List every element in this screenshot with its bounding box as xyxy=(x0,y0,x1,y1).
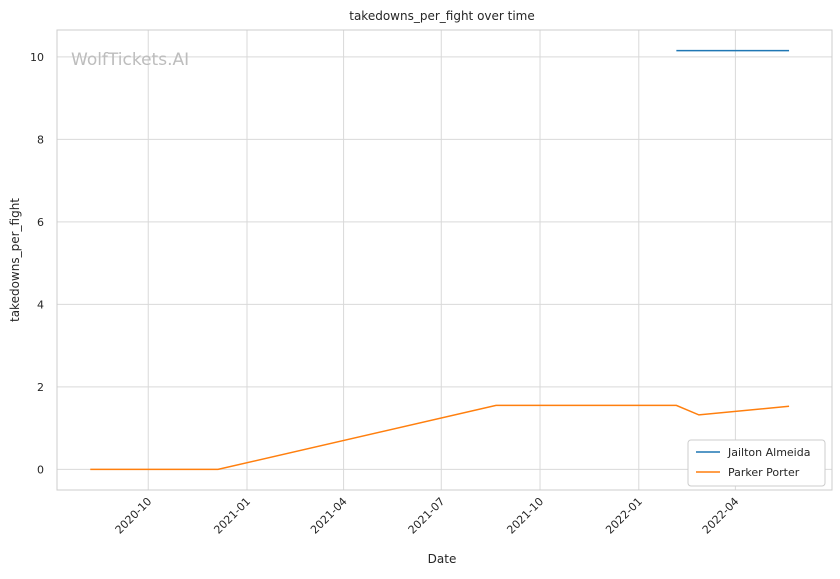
grid-layer xyxy=(57,30,832,490)
y-tick-label: 4 xyxy=(37,298,44,311)
legend-label-jailton-almeida: Jailton Almeida xyxy=(727,446,810,459)
legend-label-parker-porter: Parker Porter xyxy=(728,466,800,479)
y-tick-label: 8 xyxy=(37,133,44,146)
y-tick-label: 6 xyxy=(37,216,44,229)
watermark-text: WolfTickets.AI xyxy=(71,50,189,70)
x-axis-title: Date xyxy=(428,552,457,566)
series-layer xyxy=(90,49,790,471)
legend-box xyxy=(687,439,826,487)
y-tick-label: 2 xyxy=(37,381,44,394)
plot-frame xyxy=(56,29,833,491)
y-tick-label: 0 xyxy=(37,463,44,476)
y-axis-title: takedowns_per_fight xyxy=(8,198,22,322)
y-tick-label: 10 xyxy=(30,51,44,64)
series-line-parker-porter xyxy=(90,404,790,471)
legend: Jailton Almeida Parker Porter xyxy=(687,439,826,487)
chart-title: takedowns_per_fight over time xyxy=(349,9,535,23)
